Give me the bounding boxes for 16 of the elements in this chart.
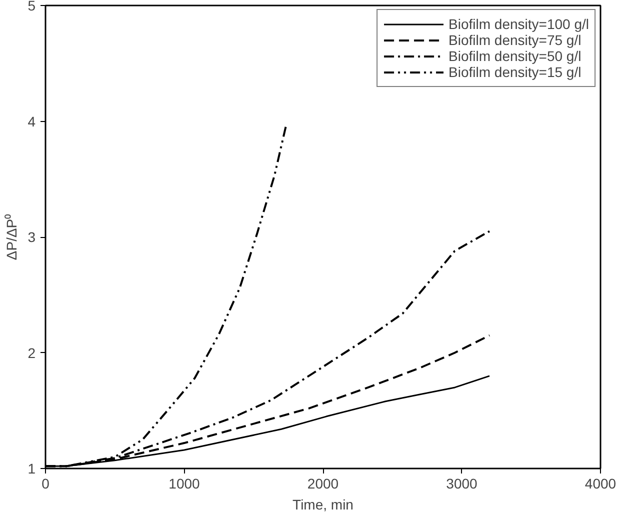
- y-tick-label: 4: [28, 113, 36, 130]
- legend-label: Biofilm density=15 g/l: [448, 64, 582, 80]
- legend-label: Biofilm density=50 g/l: [448, 48, 582, 64]
- y-axis-title: ΔP/ΔP⁰: [4, 214, 20, 260]
- y-tick-label: 2: [28, 344, 36, 361]
- x-tick-label: 4000: [584, 476, 616, 492]
- y-tick-label: 1: [28, 460, 36, 476]
- legend-label: Biofilm density=75 g/l: [448, 32, 582, 48]
- y-tick-label: 5: [28, 0, 36, 14]
- x-tick-label: 1000: [168, 476, 200, 492]
- x-tick-label: 2000: [307, 476, 339, 492]
- x-tick-label: 3000: [446, 476, 478, 492]
- y-tick-label: 3: [28, 229, 36, 245]
- x-tick-label: 0: [42, 476, 50, 492]
- legend-label: Biofilm density=100 g/l: [448, 16, 589, 32]
- x-axis-title: Time, min: [292, 496, 354, 512]
